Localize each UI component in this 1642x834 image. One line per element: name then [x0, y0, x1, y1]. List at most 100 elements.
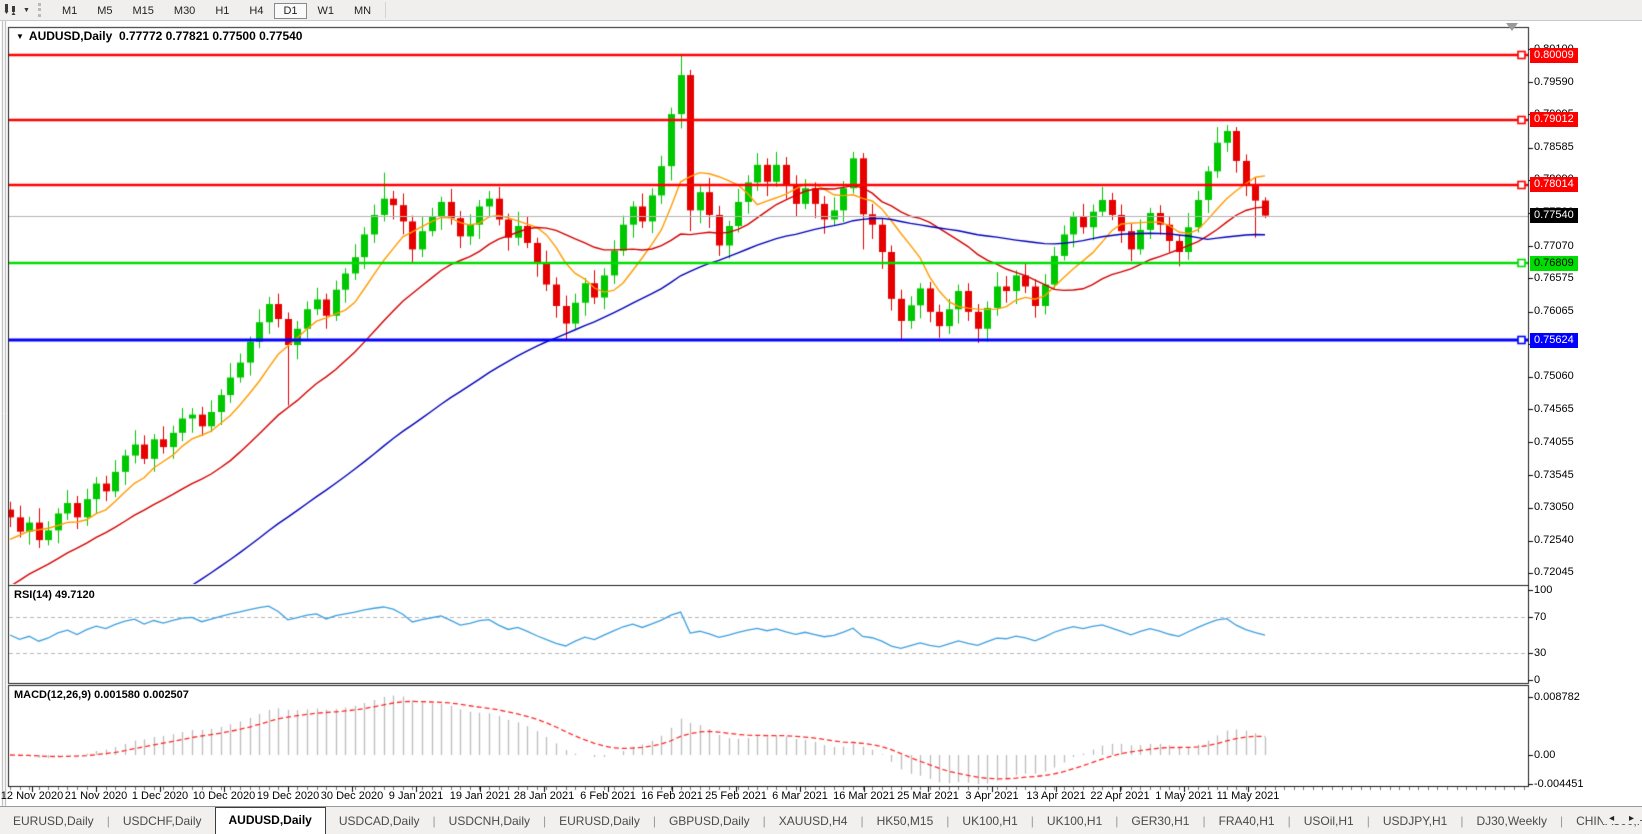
timeframe-button-M30[interactable]: M30: [173, 5, 196, 17]
tab-separator: |: [860, 814, 864, 828]
chart-symbol-label: AUDUSD,Daily: [28, 29, 113, 43]
date-label: 30 Dec 2020: [320, 790, 384, 802]
timeframe-button-W1[interactable]: W1: [317, 5, 335, 17]
price-tick-label: 0.79590: [1534, 75, 1574, 88]
rsi-tick-label: 30: [1534, 646, 1547, 659]
tab-item-usoil-h1[interactable]: USOil,H1: [1303, 813, 1354, 828]
price-line-badge: 0.78014: [1530, 177, 1578, 193]
date-label: 6 Mar 2021: [772, 790, 828, 802]
rsi-tick-label: 70: [1534, 610, 1547, 623]
price-line-badge: 0.79012: [1530, 112, 1578, 128]
macd-indicator-label: MACD(12,26,9) 0.001580 0.002507: [14, 689, 189, 701]
macd-tick-label: 0.00: [1534, 748, 1556, 761]
tab-separator: |: [946, 814, 950, 828]
date-label: 10 Dec 2020: [192, 790, 256, 802]
date-label: 11 May 2021: [1216, 790, 1280, 802]
tab-item-usdchf-daily[interactable]: USDCHF,Daily: [122, 813, 202, 828]
price-tick-label: 0.75060: [1534, 370, 1574, 383]
chart-ohlc-values: 0.77772 0.77821 0.77500 0.77540: [118, 29, 303, 43]
macd-current-values: 0.001580 0.002507: [94, 689, 189, 701]
price-line-badge: 0.80009: [1530, 47, 1578, 63]
tab-separator: |: [1287, 814, 1291, 828]
date-label: 28 Jan 2021: [513, 790, 575, 802]
rsi-indicator-label: RSI(14) 49.7120: [14, 589, 95, 601]
rsi-name: RSI(14): [14, 589, 52, 601]
timeframe-button-M5[interactable]: M5: [97, 5, 113, 17]
toolbar-grip-handle[interactable]: [37, 3, 46, 17]
tab-item-usdcad-daily[interactable]: USDCAD,Daily: [338, 813, 420, 828]
date-label: 25 Feb 2021: [705, 790, 767, 802]
toolbar-separator: [385, 2, 387, 18]
timeframe-button-M15[interactable]: M15: [132, 5, 154, 17]
tab-item-xauusd-h4[interactable]: XAUUSD,H4: [778, 813, 848, 828]
tab-list: EURUSD,Daily | USDCHF,Daily AUDUSD,Daily USD…: [0, 807, 1642, 834]
timeframe-button-D1[interactable]: D1: [274, 3, 307, 19]
timeframe-button-MN[interactable]: MN: [354, 5, 372, 17]
date-label: 1 Dec 2020: [131, 790, 189, 802]
date-label: 16 Feb 2021: [641, 790, 703, 802]
tab-item-gbpusd-daily[interactable]: GBPUSD,Daily: [668, 813, 750, 828]
price-line-badge: 0.76809: [1530, 255, 1578, 271]
price-tick-label: 0.77070: [1534, 239, 1574, 252]
timeframe-toolbar: ▼ M1 M5 M15 M30 H1 H4 D1 W1 MN: [0, 0, 1642, 21]
chart-tab-bar: EURUSD,Daily | USDCHF,Daily AUDUSD,Daily USD…: [0, 806, 1642, 834]
tab-item-fra40-h1[interactable]: FRA40,H1: [1218, 813, 1275, 828]
price-tick-label: 0.74565: [1534, 402, 1574, 415]
price-tick-label: 0.73050: [1534, 501, 1574, 514]
price-tick-label: 0.76065: [1534, 305, 1574, 318]
tab-item-dj30-weekly[interactable]: DJ30,Weekly: [1476, 813, 1547, 828]
tab-scroll-arrows[interactable]: ◂ ▸: [1603, 813, 1640, 824]
tab-separator: |: [1559, 814, 1564, 828]
scroll-to-end-icon[interactable]: [1506, 23, 1518, 31]
tab-separator: |: [1366, 814, 1370, 828]
date-label: 19 Dec 2020: [256, 790, 320, 802]
date-label: 22 Apr 2021: [1090, 790, 1150, 802]
date-label: 13 Apr 2021: [1026, 790, 1086, 802]
price-tick-label: 0.76575: [1534, 271, 1574, 284]
price-tick-label: 0.74055: [1534, 435, 1574, 448]
tab-separator: |: [1030, 814, 1034, 828]
tab-separator: |: [762, 814, 766, 828]
price-tick-label: 0.73545: [1534, 468, 1574, 481]
date-label: 6 Feb 2021: [580, 790, 636, 802]
timeframe-button-H1[interactable]: H1: [215, 5, 230, 17]
date-label: 9 Jan 2021: [388, 790, 444, 802]
rsi-current-value: 49.7120: [54, 589, 95, 601]
price-tick-label: 0.72540: [1534, 534, 1574, 547]
tab-item-uk100-h1[interactable]: UK100,H1: [1046, 813, 1103, 828]
tab-separator: |: [1115, 814, 1119, 828]
date-label: 19 Jan 2021: [449, 790, 511, 802]
price-line-badge: 0.75624: [1530, 332, 1578, 348]
date-label: 21 Nov 2020: [64, 790, 128, 802]
rsi-tick-label: 100: [1534, 583, 1553, 596]
price-tick-label: 0.78585: [1534, 141, 1574, 154]
tab-separator: |: [432, 814, 436, 828]
tab-item-ger30-h1[interactable]: GER30,H1: [1131, 813, 1190, 828]
tab-separator: |: [106, 814, 110, 828]
tab-separator: |: [1202, 814, 1206, 828]
date-label: 16 Mar 2021: [833, 790, 895, 802]
tab-item-usdjpy-h1[interactable]: USDJPY,H1: [1382, 813, 1448, 828]
current-price-badge: 0.77540: [1530, 208, 1578, 224]
tab-item-usdcnh-daily[interactable]: USDCNH,Daily: [448, 813, 531, 828]
timeframe-button-M1[interactable]: M1: [61, 5, 78, 17]
tab-separator: |: [543, 814, 547, 828]
chart-title: ▼ AUDUSD,Daily 0.77772 0.77821 0.77500 0.…: [16, 29, 302, 43]
toolbar-dropdown-caret-icon[interactable]: ▼: [23, 6, 30, 14]
chart-mode-icon[interactable]: [3, 2, 21, 18]
tab-item-eurusd-daily[interactable]: EURUSD,Daily: [559, 813, 640, 828]
macd-tick-label: 0.008782: [1534, 690, 1580, 703]
tab-separator: |: [1460, 814, 1464, 828]
tab-item-eurusd-daily[interactable]: EURUSD,Daily: [13, 813, 94, 828]
date-label: 1 May 2021: [1155, 790, 1213, 802]
tab-item-hk50-m15[interactable]: HK50,M15: [876, 813, 934, 828]
timeframe-button-H4[interactable]: H4: [249, 5, 264, 17]
timeframe-buttons: M1 M5 M15 M30 H1 H4 D1 W1 MN: [52, 1, 381, 19]
chart-menu-collapse-icon[interactable]: ▼: [16, 32, 24, 41]
tab-item-audusd-daily[interactable]: AUDUSD,Daily: [214, 807, 326, 834]
rsi-tick-label: 0: [1534, 673, 1541, 686]
date-label: 12 Nov 2020: [0, 790, 64, 802]
tab-item-uk100-h1[interactable]: UK100,H1: [962, 813, 1018, 828]
